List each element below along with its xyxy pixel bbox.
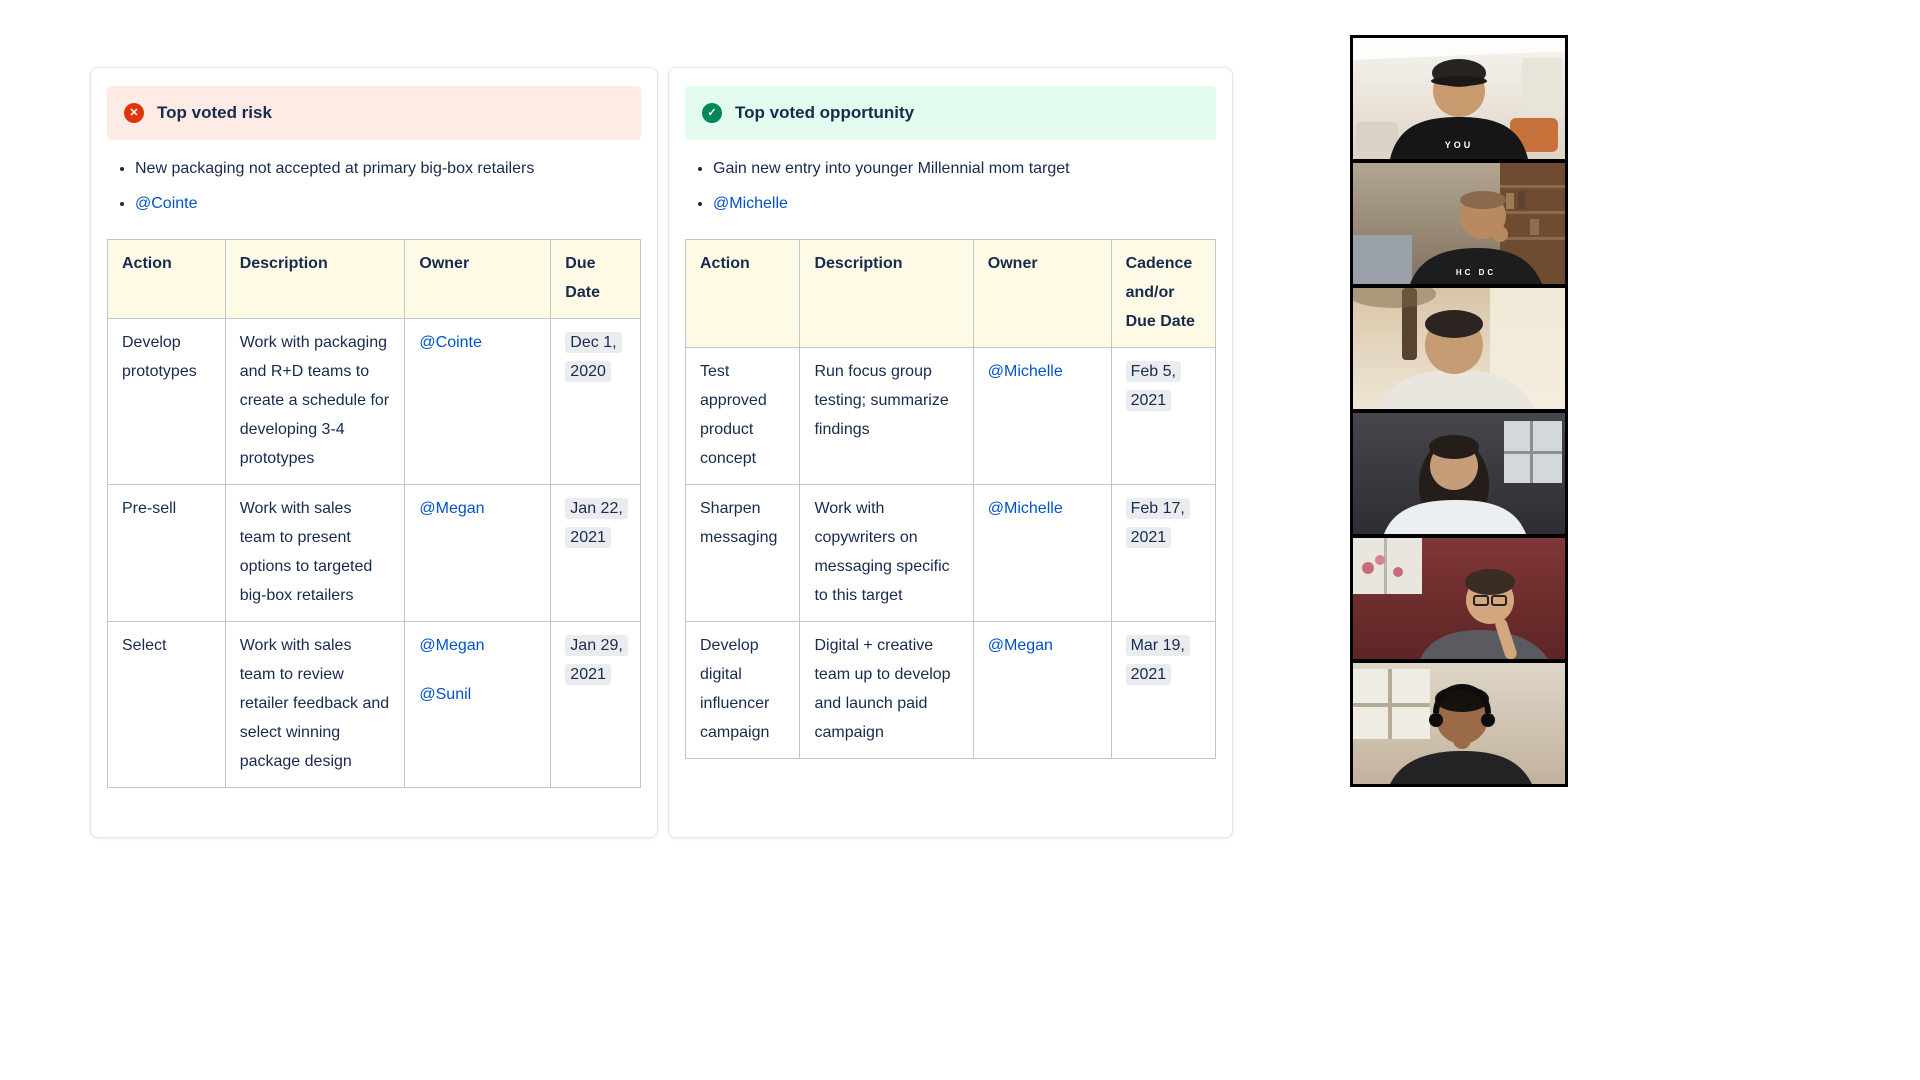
opportunity-bullet-list: Gain new entry into younger Millennial m… [687,156,1216,217]
action-cell: Test approved product concept [684,347,801,485]
mention-link[interactable]: @Michelle [713,195,788,212]
video-call-strip: YOU HC DC [1350,35,1568,787]
risk-banner-title: Top voted risk [157,103,272,122]
opportunity-banner-title: Top voted opportunity [735,103,915,122]
participant-video: HC DC [1353,163,1565,284]
description-cell: Work with packaging and R+D teams to cre… [224,318,406,485]
video-tile-participant-3[interactable] [1353,288,1565,409]
column-header-action: Action [107,239,226,319]
risk-bullet-list: New packaging not accepted at primary bi… [109,156,641,217]
risk-bullet-mention: @Cointe [135,191,641,217]
column-header-description: Description [799,239,974,348]
due-date-cell: Feb 5, 2021 [1110,347,1217,485]
risk-bullet-label: New packaging not accepted at primary bi… [135,160,535,177]
mention-link[interactable]: @Megan [987,637,1053,654]
mention-link[interactable]: @Cointe [135,195,198,212]
action-cell: Develop prototypes [107,318,226,485]
opportunity-bullet-mention: @Michelle [713,191,1216,217]
table-row: Sharpen messaging Work with copywriters … [684,484,1217,622]
date-lozenge[interactable]: Jan 22, 2021 [565,498,628,548]
risk-banner: ✕ Top voted risk [107,86,641,140]
owner-cell: @Megan [972,621,1112,759]
participant-video [1353,413,1565,534]
column-header-description: Description [224,239,406,319]
video-tile-participant-4[interactable] [1353,413,1565,534]
description-cell: Work with sales team to review retailer … [224,621,406,788]
mention-link[interactable]: @Sunil [419,686,472,703]
column-header-due-date: Due Date [550,239,641,319]
column-header-owner: Owner [404,239,552,319]
description-cell: Work with sales team to present options … [224,484,406,622]
table-row: Test approved product concept Run focus … [684,347,1217,485]
mention-link[interactable]: @Michelle [987,363,1063,380]
column-header-cadence: Cadence and/or Due Date [1110,239,1217,348]
action-cell: Select [107,621,226,788]
due-date-cell: Mar 19, 2021 [1110,621,1217,759]
mention-link[interactable]: @Michelle [987,500,1063,517]
opportunity-banner: ✓ Top voted opportunity [685,86,1216,140]
opportunity-bullet-label: Gain new entry into younger Millennial m… [713,160,1070,177]
video-tile-participant-5[interactable] [1353,538,1565,659]
column-header-owner: Owner [972,239,1112,348]
mention-link[interactable]: @Cointe [419,334,482,351]
opportunity-bullet-text: Gain new entry into younger Millennial m… [713,156,1216,182]
action-cell: Develop digital influencer campaign [684,621,801,759]
due-date-cell: Dec 1, 2020 [550,318,641,485]
participant-video: YOU [1353,38,1565,159]
video-tile-participant-2[interactable]: HC DC [1353,163,1565,284]
column-header-action: Action [684,239,801,348]
table-row: Select Work with sales team to review re… [107,621,641,788]
table-header-row: Action Description Owner Cadence and/or … [684,239,1217,348]
check-circle-icon: ✓ [702,103,722,123]
video-tile-participant-1[interactable]: YOU [1353,38,1565,159]
opportunity-action-table: Action Description Owner Cadence and/or … [684,239,1217,759]
table-header-row: Action Description Owner Due Date [107,239,641,319]
shirt-print-text: HC DC [1456,268,1496,277]
date-lozenge[interactable]: Feb 5, 2021 [1125,361,1181,411]
description-cell: Work with copywriters on messaging speci… [799,484,974,622]
risk-panel: ✕ Top voted risk New packaging not accep… [90,67,658,838]
participant-video [1353,288,1565,409]
date-lozenge[interactable]: Mar 19, 2021 [1125,635,1190,685]
owner-cell: @Michelle [972,484,1112,622]
date-lozenge[interactable]: Feb 17, 2021 [1125,498,1190,548]
owner-cell: @Cointe [404,318,552,485]
owner-cell: @Megan [404,484,552,622]
description-cell: Digital + creative team up to develop an… [799,621,974,759]
mention-link[interactable]: @Megan [419,500,485,517]
participant-video [1353,538,1565,659]
participant-video [1353,663,1565,784]
table-row: Develop digital influencer campaign Digi… [684,621,1217,759]
due-date-cell: Feb 17, 2021 [1110,484,1217,622]
x-circle-icon: ✕ [124,103,144,123]
date-lozenge[interactable]: Jan 29, 2021 [565,635,628,685]
risk-action-table: Action Description Owner Due Date Develo… [107,239,641,788]
opportunity-panel: ✓ Top voted opportunity Gain new entry i… [668,67,1233,838]
action-cell: Sharpen messaging [684,484,801,622]
table-row: Develop prototypes Work with packaging a… [107,318,641,485]
owner-cell: @Michelle [972,347,1112,485]
owner-cell: @Megan @Sunil [404,621,552,788]
due-date-cell: Jan 29, 2021 [550,621,641,788]
mention-link[interactable]: @Megan [419,637,485,654]
risk-bullet-text: New packaging not accepted at primary bi… [135,156,641,182]
table-row: Pre-sell Work with sales team to present… [107,484,641,622]
video-tile-participant-6[interactable] [1353,663,1565,784]
date-lozenge[interactable]: Dec 1, 2020 [565,332,622,382]
action-cell: Pre-sell [107,484,226,622]
shirt-print-text: YOU [1445,140,1474,150]
due-date-cell: Jan 22, 2021 [550,484,641,622]
description-cell: Run focus group testing; summarize findi… [799,347,974,485]
